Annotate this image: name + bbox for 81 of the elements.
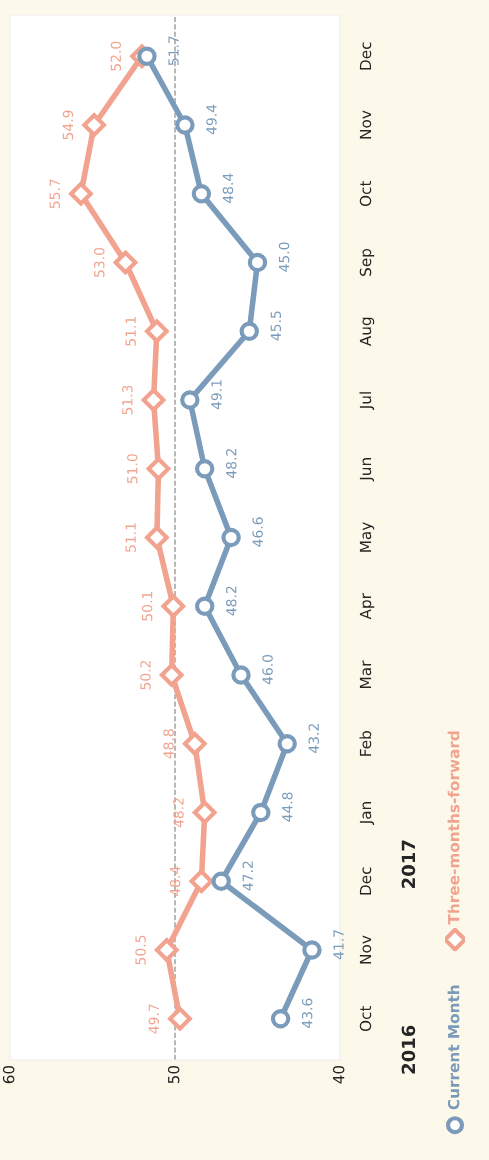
y-tick-label: Aug (359, 317, 375, 347)
data-label: 48.4 (169, 866, 181, 897)
y-tick-label: Sep (359, 248, 375, 276)
point (141, 388, 166, 412)
point (194, 459, 215, 479)
point (247, 252, 268, 273)
y-tick-label: Dec (359, 42, 372, 70)
point (302, 940, 322, 960)
data-label: 51.3 (122, 385, 133, 415)
data-label: 44.8 (282, 792, 293, 822)
data-label: 48.2 (226, 586, 237, 616)
point (211, 871, 231, 891)
data-label: 48.4 (222, 173, 234, 203)
point (191, 184, 212, 204)
y-tick-label: Apr (359, 593, 375, 620)
point (231, 665, 251, 685)
y-tick-label: Nov (359, 935, 372, 964)
point (180, 390, 200, 410)
point (239, 321, 259, 341)
point (182, 731, 207, 756)
y-tick-label: Jun (359, 458, 375, 482)
data-label: 49.7 (148, 1004, 159, 1034)
point (161, 594, 186, 619)
y-tick-label: Feb (359, 731, 372, 756)
x-tick-label: 40 (332, 1065, 345, 1084)
point (144, 319, 169, 344)
point (221, 527, 241, 548)
point (154, 938, 179, 962)
data-label: 43.6 (301, 998, 313, 1028)
data-label: 48.2 (226, 449, 237, 478)
point (194, 596, 215, 616)
x-tick-label: 50 (167, 1065, 180, 1084)
data-label: 55.7 (49, 179, 60, 209)
data-label: 51.1 (125, 523, 136, 552)
data-label: 43.2 (308, 724, 320, 753)
point (69, 181, 93, 206)
data-label: 52.0 (110, 41, 122, 71)
y-tick-label: Dec (359, 867, 372, 895)
point (192, 800, 217, 825)
data-label: 45.5 (270, 311, 282, 341)
point (144, 525, 169, 550)
point (146, 456, 171, 481)
y-tick-label: Oct (359, 180, 372, 207)
data-label: 46.0 (262, 654, 273, 685)
text: 2017 (401, 840, 416, 888)
y-tick-label: May (359, 522, 375, 552)
point (82, 113, 107, 137)
data-label: 45.0 (278, 242, 290, 272)
data-label: 50.1 (141, 592, 153, 621)
data-label: 51.7 (168, 36, 179, 66)
data-label: 54.9 (62, 110, 74, 140)
text: 2016 (401, 1025, 416, 1074)
point (277, 734, 297, 754)
point (251, 802, 271, 823)
data-label: 49.1 (211, 380, 222, 410)
data-label: 51.1 (125, 317, 136, 346)
point (113, 250, 138, 275)
data-label: 51.0 (127, 454, 138, 484)
text: Three-months-forward (447, 731, 460, 925)
point (137, 46, 157, 66)
y-tick-label: Oct (359, 1005, 372, 1032)
data-label: 53.0 (94, 247, 105, 277)
y-tick-label: Mar (359, 660, 372, 688)
x-tick-label: 60 (2, 1065, 15, 1084)
data-label: 41.7 (333, 930, 344, 960)
data-label: 48.2 (173, 798, 184, 828)
data-label: 46.6 (252, 517, 263, 547)
point (159, 663, 184, 687)
y-tick-label: Jan (359, 802, 375, 826)
data-label: 50.2 (140, 660, 151, 690)
point (168, 1006, 192, 1031)
data-label: 49.4 (206, 104, 217, 135)
data-label: 50.5 (135, 935, 146, 965)
y-tick-label: Jul (359, 392, 375, 411)
point (189, 869, 214, 894)
text: Current Month (447, 985, 460, 1110)
data-label: 47.2 (242, 861, 253, 891)
data-label: 48.8 (163, 729, 174, 759)
y-tick-label: Nov (359, 110, 372, 139)
point (270, 1009, 291, 1029)
point (175, 115, 195, 135)
